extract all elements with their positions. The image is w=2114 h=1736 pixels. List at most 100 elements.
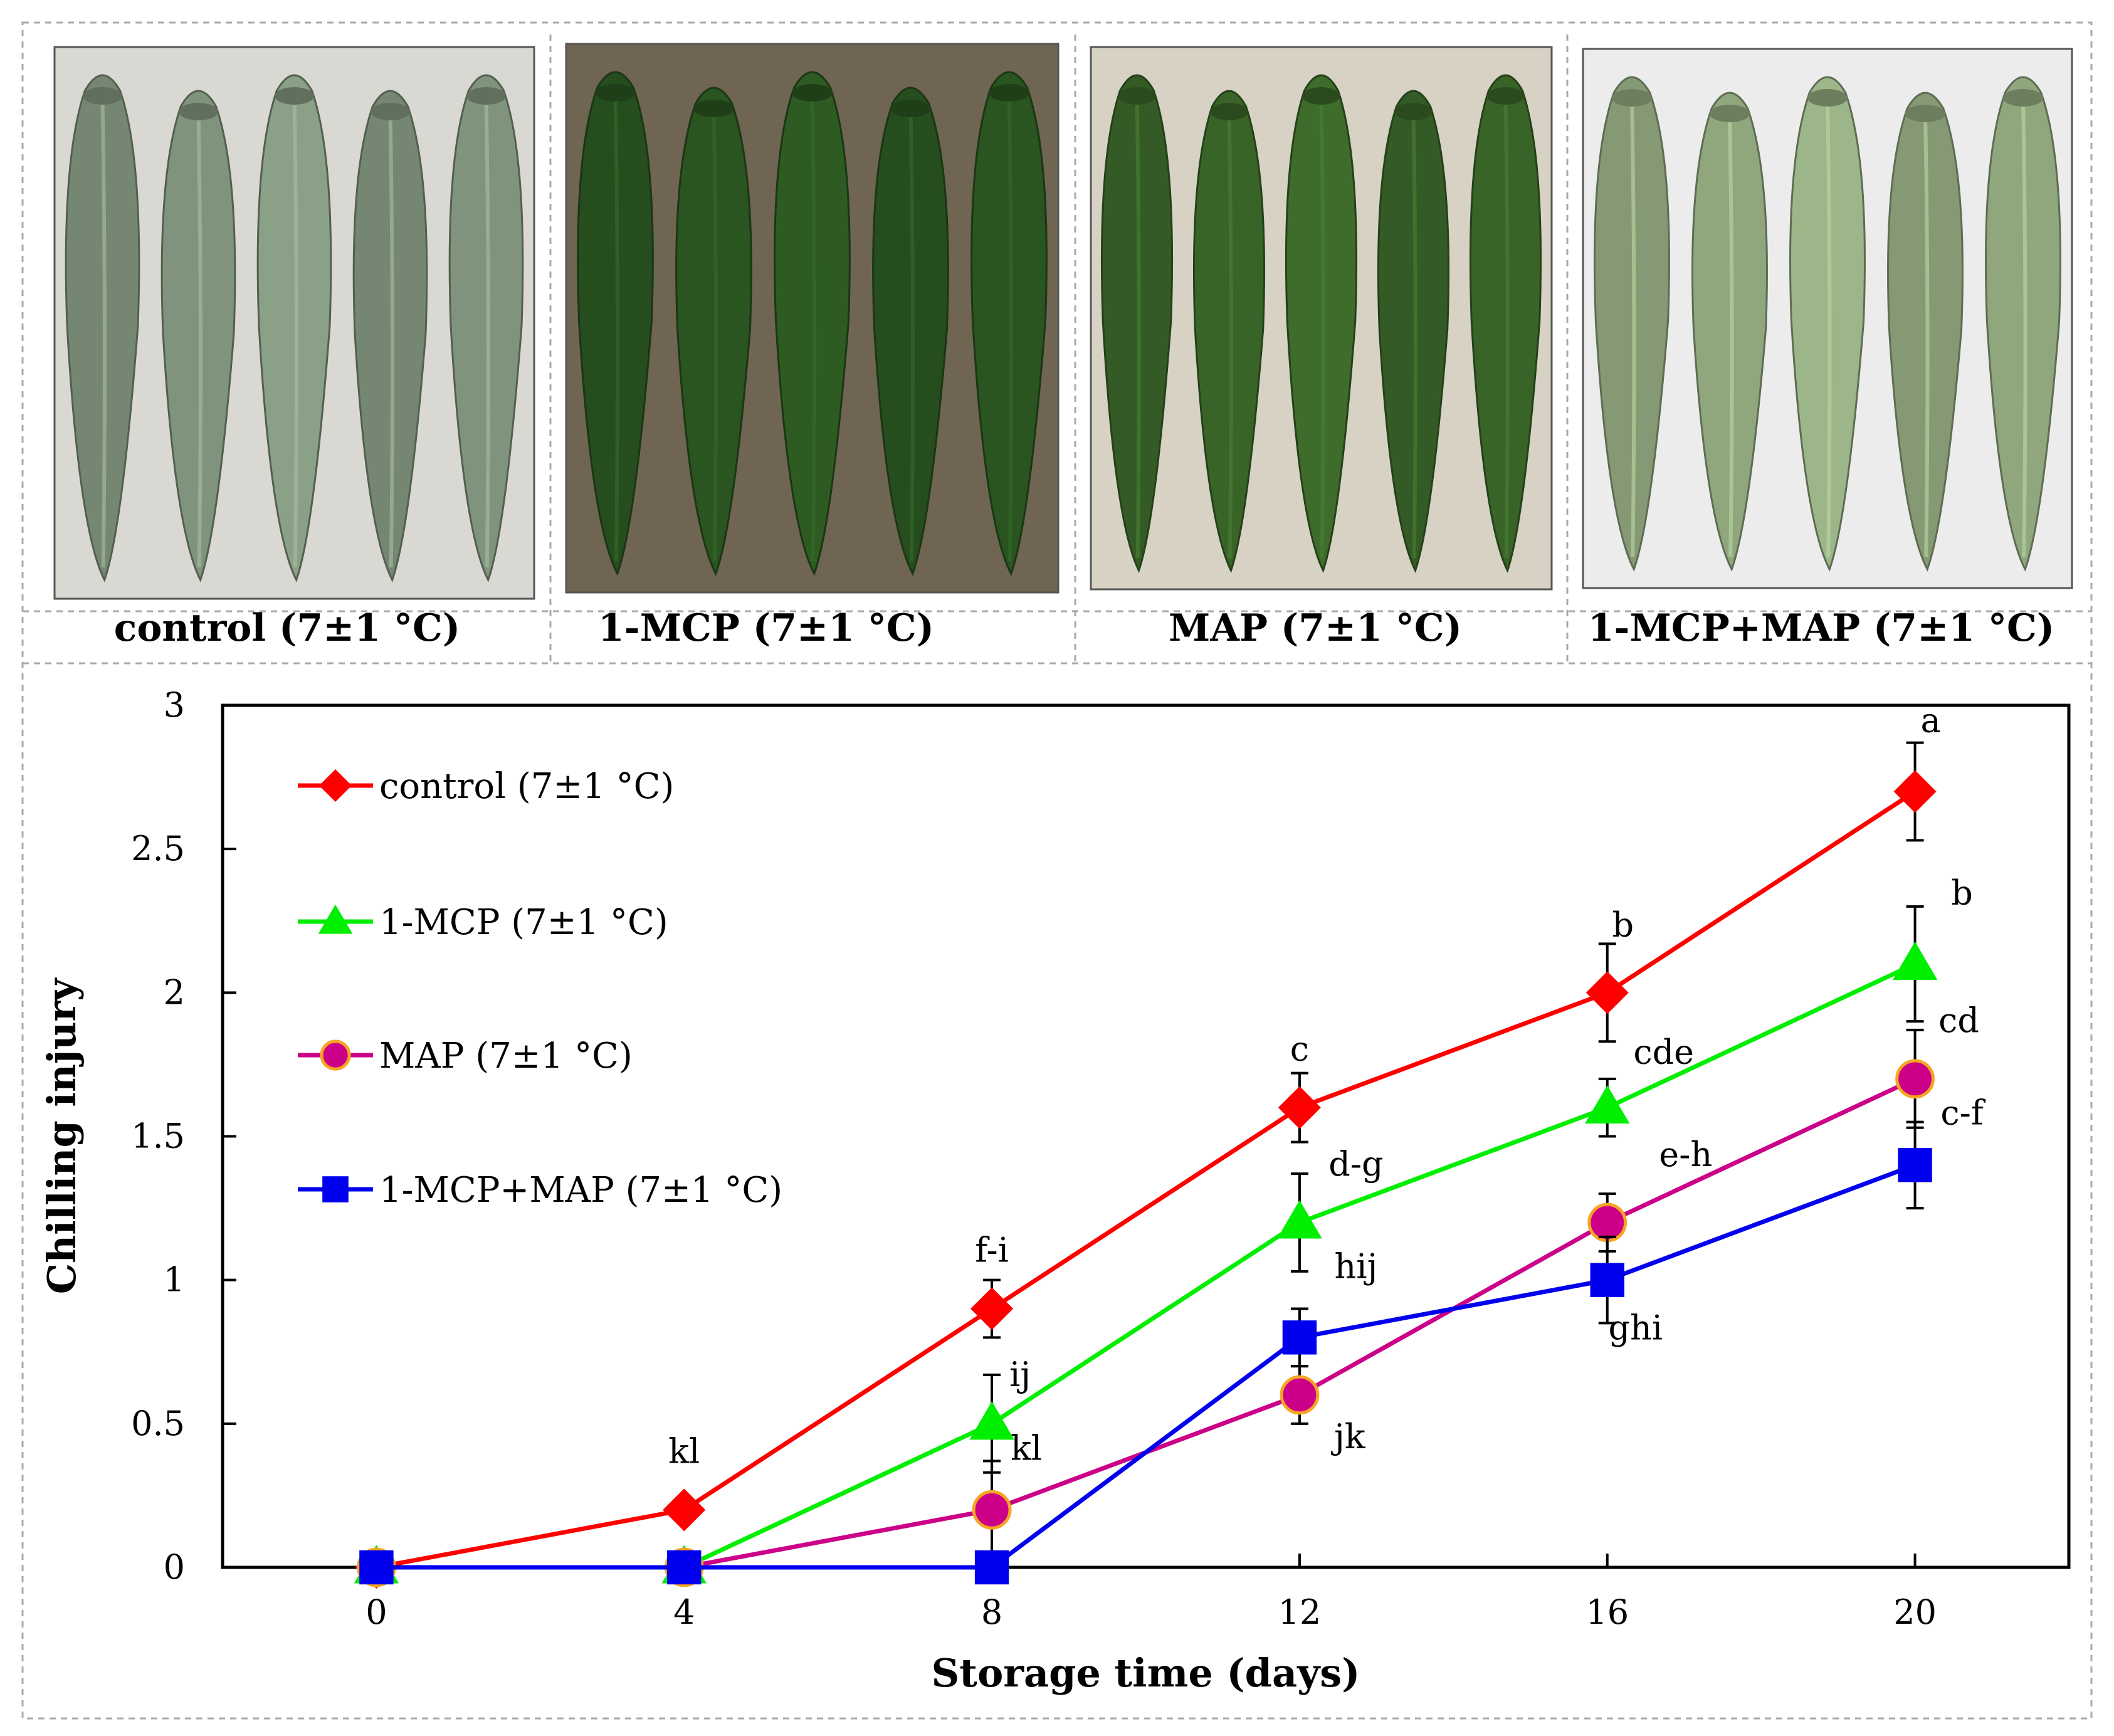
okra-pod [160,90,236,582]
legend-item-4: 1-MCP+MAP (7±1 °C) [298,1170,782,1211]
okra-cap [989,84,1029,102]
okra-ridge [1135,97,1141,559]
photo-caption-3: MAP (7±1 °C) [1169,606,1462,650]
okra-ridge [1728,114,1734,557]
data-point-circle [1895,1059,1935,1099]
y-tick-label: 3 [164,685,185,725]
okra-ridge [1007,93,1014,562]
okra-pod [1469,74,1542,573]
okra-ridge [712,109,718,562]
photo-panels: control (7±1 °C) 1-MCP (7±1 °C) MAP (7±1 °… [53,43,2073,650]
okra-pod [1691,92,1768,572]
y-tick-label: 0 [164,1547,185,1587]
significance-letter: kl [1011,1428,1042,1468]
x-tick-label: 8 [981,1592,1002,1632]
okra-ridge [1923,114,1930,557]
series-4: hij ghi c-f [359,1093,1986,1585]
series-1: kl f-i c b a [355,701,1941,1589]
data-point-square [1898,1148,1932,1182]
data-point-diamond [1278,1086,1321,1129]
data-point-diamond [1893,770,1937,813]
okra-cap [1210,103,1248,120]
significance-letter: a [1920,701,1940,740]
okra-cap [1612,89,1652,107]
okra-pod [1887,92,1964,572]
data-point-square [359,1550,394,1585]
series-line [376,1163,1916,1570]
photo-panel-4 [1582,48,2073,589]
photo-panel-2 [565,43,1060,594]
photo-panel-3 [1090,46,1553,591]
okra-pod [1789,76,1866,572]
okra-cap [83,87,122,105]
y-tick-label: 1.5 [131,1117,185,1156]
okra-cap [466,87,506,105]
significance-letter: hij [1335,1246,1378,1286]
significance-letter: cd [1938,1001,1979,1040]
data-point-square [667,1550,702,1585]
okra-ridge [1411,112,1417,559]
okra-cap [179,103,218,120]
okra-ridge [484,97,490,568]
okra-ridge [810,93,817,562]
okra-pod [970,71,1048,576]
okra-ridge [1227,112,1233,559]
okra-ridge [2021,98,2027,557]
data-point-diamond [1586,971,1629,1014]
data-point-triangle [1892,941,1938,980]
okra-pod [1285,74,1358,573]
okra-ridge [388,112,394,568]
x-tick-label: 16 [1586,1592,1629,1632]
series-2: ij d-g cde b [354,873,1973,1584]
okra-cap [1302,87,1340,105]
y-axis-title: Chilling injury [39,977,85,1294]
okra-ridge [1503,97,1510,559]
x-tick-label: 20 [1893,1592,1937,1632]
significance-letter: ghi [1608,1308,1663,1348]
series-line [376,789,1917,1570]
photo-caption-2: 1-MCP (7±1 °C) [598,606,934,650]
okra-cap [792,84,833,102]
okra-pod [1377,90,1450,573]
legend-label: control (7±1 °C) [379,766,674,807]
okra-ridge [1319,97,1325,559]
x-tick-label: 4 [673,1592,695,1632]
data-point-square [1590,1263,1624,1297]
data-point-circle [1280,1375,1320,1415]
photo-caption-1: control (7±1 °C) [114,606,460,650]
significance-letter: b [1612,905,1634,944]
okra-pod [774,71,851,576]
chilling-injury-chart: 0 0.5 1 1.5 2 2.5 3 0 4 8 12 16 20 Storage time (days… [39,685,2071,1696]
data-point-triangle [969,1401,1014,1440]
okra-ridge [196,112,202,568]
photo-caption-4: 1-MCP+MAP (7±1 °C) [1588,606,2054,650]
significance-letter: jk [1330,1417,1366,1456]
data-point-diamond [663,1488,706,1532]
significance-letter: ij [1009,1355,1031,1394]
significance-letter: e-h [1659,1135,1712,1174]
okra-pod [65,74,140,582]
okra-ridge [292,97,298,568]
okra-ridge [908,109,915,562]
okra-ridge [1826,98,1832,557]
legend-item-2: 1-MCP (7±1 °C) [298,902,668,943]
okra-pod [1594,76,1670,572]
legend-label: 1-MCP+MAP (7±1 °C) [379,1170,782,1211]
data-point-triangle [318,904,353,934]
data-point-circle [1587,1202,1628,1243]
data-point-triangle [1277,1200,1322,1239]
okra-pod [352,90,428,582]
x-tick-label: 0 [365,1592,387,1632]
significance-letter: kl [668,1431,700,1471]
y-tick-label: 2 [164,972,185,1012]
significance-letter: cde [1633,1033,1694,1072]
significance-letter: c [1290,1029,1309,1069]
outer-frame [21,21,2093,1720]
significance-letter: f-i [975,1231,1009,1270]
okra-cap [371,103,410,120]
data-point-square [1282,1320,1317,1355]
okra-pod [872,87,949,576]
okra-ridge [100,97,107,568]
